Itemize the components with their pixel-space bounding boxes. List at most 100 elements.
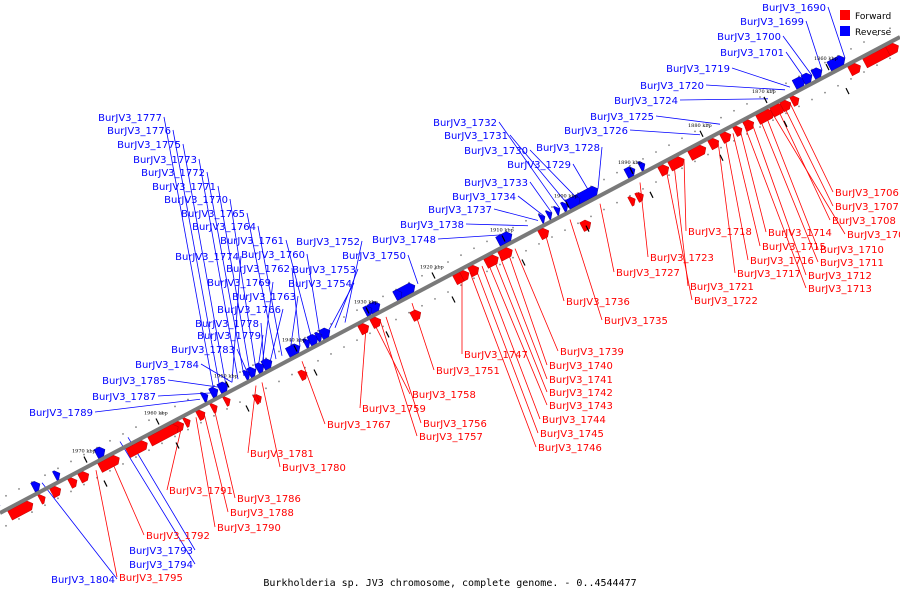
leader-line (327, 282, 355, 332)
leader-line (127, 437, 196, 551)
tick-mark (763, 96, 768, 104)
ref-dot (161, 412, 163, 415)
ref-dot (668, 144, 670, 147)
ref-dot (811, 98, 813, 101)
leader-line (771, 112, 846, 235)
ref-dot (161, 442, 163, 445)
leader-line (385, 316, 422, 424)
ref-dot (434, 268, 436, 270)
ref-dot (356, 339, 358, 342)
ref-dot (187, 398, 189, 401)
ref-dot (798, 105, 800, 108)
ref-dot (83, 453, 85, 456)
gene-label: BurJV3_1794 (129, 560, 193, 571)
ref-dot (213, 414, 215, 417)
reference-dot-rows (5, 27, 891, 527)
gene-label: BurJV3_1786 (237, 494, 301, 505)
leader-line (665, 168, 693, 301)
gene-label: BurJV3_1769 (207, 278, 271, 289)
leader-line (111, 461, 145, 536)
ref-dot (226, 408, 228, 410)
ref-dot (720, 146, 722, 149)
gene-label: BurJV3_1735 (604, 316, 668, 327)
leader-line (475, 269, 539, 434)
leader-line (499, 256, 548, 380)
reverse-gene-arrow (318, 327, 331, 340)
ref-dot (564, 229, 566, 232)
gene-label: BurJV3_1791 (169, 486, 233, 497)
ref-dot (122, 463, 124, 465)
gene-label: BurJV3_1710 (820, 245, 884, 256)
ref-dot (239, 401, 241, 403)
ref-dot (551, 236, 553, 238)
forward-gene-arrow (182, 417, 191, 428)
tick-label: 1920 kbp (420, 265, 444, 271)
leader-line (679, 98, 769, 101)
ref-dot (486, 270, 488, 273)
leader-line (334, 268, 359, 328)
ref-dot (759, 126, 761, 128)
ref-dot (70, 460, 72, 463)
tick-mark (521, 259, 526, 266)
leader-line (167, 379, 223, 388)
leader-line (260, 322, 265, 366)
ref-dot (44, 474, 46, 477)
ref-dot (746, 103, 748, 105)
forward-gene-arrow (467, 264, 480, 278)
gene-label: BurJV3_1778 (195, 319, 259, 330)
gene-label: BurJV3_1706 (835, 188, 899, 199)
label-leader-lines (41, 6, 846, 580)
gene-label: BurJV3_1740 (549, 361, 613, 372)
gene-label: BurJV3_1761 (220, 236, 284, 247)
ref-dot (369, 332, 371, 335)
ref-dot (694, 160, 696, 163)
tick-label: 1890 kbp (618, 160, 642, 166)
forward-gene-arrow (637, 191, 644, 202)
reverse-gene-arrow (560, 201, 569, 213)
leader-line (257, 225, 283, 356)
ref-dot (824, 61, 826, 64)
ref-dot (850, 48, 852, 50)
forward-gene-arrow (579, 219, 592, 232)
reverse-gene-arrow (260, 358, 273, 371)
gene-label: BurJV3_1718 (688, 227, 752, 238)
ref-dot (525, 219, 527, 222)
leader-line (269, 308, 284, 363)
forward-gene-arrow (707, 138, 720, 151)
leader-line (544, 232, 565, 302)
leader-line (731, 67, 791, 88)
tick-mark (629, 167, 634, 175)
leader-line (529, 181, 553, 214)
gene-label: BurJV3_1732 (433, 118, 497, 129)
gene-label: BurJV3_1792 (146, 531, 210, 542)
tick-mark (225, 381, 230, 388)
ref-dot (668, 174, 670, 177)
leader-line (783, 106, 834, 207)
gene-label: BurJV3_1758 (412, 390, 476, 401)
forward-gene-arrow (49, 486, 62, 499)
leader-line (732, 133, 761, 247)
gene-label: BurJV3_1785 (102, 376, 166, 387)
ref-dot (720, 116, 722, 119)
forward-gene-arrow (77, 471, 90, 484)
gene-label: BurJV3_1733 (464, 178, 528, 189)
ref-dot (421, 304, 423, 307)
gene-label: BurJV3_1751 (436, 366, 500, 377)
gene-label: BurJV3_1728 (536, 143, 600, 154)
ref-dot (889, 57, 891, 60)
forward-gene-arrow (409, 309, 422, 322)
ref-dot (148, 419, 150, 422)
forward-gene-arrow (789, 95, 800, 107)
tick-mark (293, 345, 298, 352)
tick-mark (103, 480, 108, 487)
ref-dot (473, 277, 475, 280)
reverse-gene-arrow (52, 470, 61, 481)
tick-mark (649, 191, 654, 199)
reverse-gene-arrow (544, 210, 553, 221)
gene-label: BurJV3_1781 (250, 449, 314, 460)
tick-mark (825, 63, 830, 71)
leader-line (759, 118, 819, 263)
tick-mark (451, 296, 456, 303)
reverse-gene-arrow (216, 381, 229, 394)
scale-ticks: 1860 kbp 1870 kbp 1880 kbp 1890 kbp 1900 kbp… (72, 56, 850, 487)
